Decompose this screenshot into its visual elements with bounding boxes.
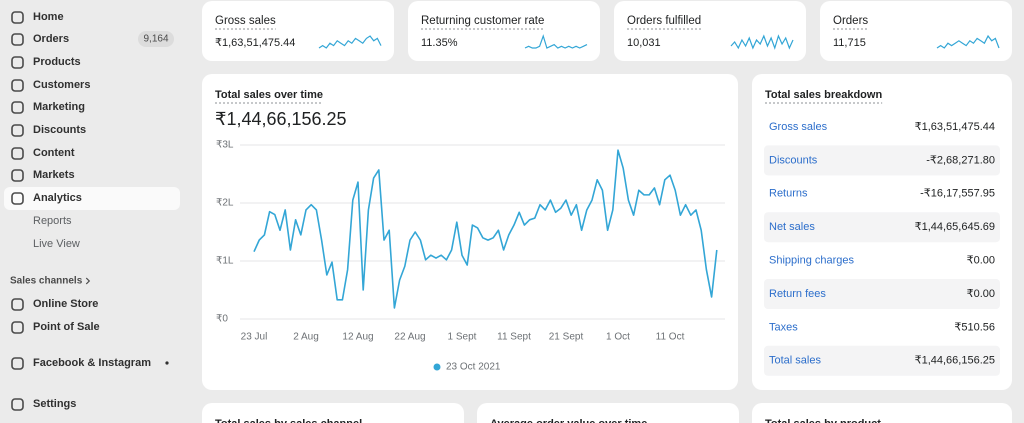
- x-tick-label: 11 Oct: [656, 332, 685, 343]
- sparkline: [524, 34, 588, 49]
- bottom-card-title: Total sales by product: [765, 418, 881, 423]
- x-tick-label: 12 Aug: [342, 332, 373, 343]
- nav-icon: [11, 56, 24, 69]
- kpi-value: 11.35%: [421, 37, 458, 49]
- row-label[interactable]: Net sales: [769, 221, 815, 233]
- sparkline: [318, 35, 382, 49]
- nav-icon: [11, 298, 24, 311]
- kpi-card[interactable]: [408, 1, 600, 61]
- nav-icon: [11, 33, 24, 46]
- nav-icon: [11, 169, 24, 182]
- kpi-card[interactable]: [820, 1, 1012, 61]
- nav-item[interactable]: Live View: [33, 238, 80, 250]
- sidebar: [0, 0, 188, 423]
- kpi-title: Orders: [833, 15, 868, 27]
- nav-item[interactable]: Settings: [33, 398, 76, 410]
- row-value: ₹510.56: [954, 321, 995, 333]
- row-label[interactable]: Shipping charges: [769, 255, 855, 267]
- chart-title: Total sales over time: [215, 89, 323, 101]
- row-bg: [764, 345, 1000, 376]
- legend-marker: [433, 363, 441, 371]
- nav-icon: [11, 357, 24, 370]
- kpi-value: 10,031: [627, 37, 661, 49]
- x-tick-label: 1 Sept: [448, 332, 477, 343]
- nav-item[interactable]: Reports: [33, 215, 72, 227]
- bottom-card: [752, 403, 1012, 423]
- kpi-card[interactable]: [614, 1, 806, 61]
- row-label[interactable]: Returns: [769, 188, 808, 200]
- nav-item[interactable]: Facebook & Instagram: [33, 357, 151, 369]
- row-value: -₹2,68,271.80: [926, 154, 995, 166]
- x-tick-label: 1 Oct: [606, 332, 630, 343]
- kpi-title: Orders fulfilled: [627, 15, 701, 27]
- row-value: ₹1,44,66,156.25: [915, 355, 995, 367]
- row-bg: [764, 279, 1000, 309]
- row-value: ₹0.00: [967, 288, 995, 300]
- nav-item[interactable]: Customers: [33, 79, 90, 91]
- nav-item[interactable]: Online Store: [33, 298, 98, 310]
- kpi-card[interactable]: [202, 1, 394, 61]
- nav-item[interactable]: Orders: [33, 33, 69, 45]
- breakdown-title: Total sales breakdown: [765, 89, 882, 101]
- bottom-card-title: Average order value over time: [490, 418, 647, 423]
- row-label[interactable]: Return fees: [769, 288, 826, 300]
- nav-icon: [11, 101, 24, 114]
- chart-total: ₹1,44,66,156.25: [215, 109, 347, 129]
- sparkline: [730, 34, 794, 50]
- nav-icon: [11, 321, 24, 334]
- row-value: ₹1,63,51,475.44: [915, 121, 995, 133]
- row-bg: [764, 145, 1000, 176]
- chevron: [85, 277, 91, 285]
- bottom-card-title: Total sales by sales channel: [215, 418, 362, 423]
- y-tick-label: ₹2L: [216, 198, 234, 209]
- nav-item[interactable]: Markets: [33, 169, 75, 181]
- nav-item[interactable]: Analytics: [33, 192, 82, 204]
- badge-bg: [138, 31, 174, 47]
- nav-icon: [11, 11, 24, 24]
- row-label[interactable]: Taxes: [769, 321, 798, 333]
- nav-icon: [11, 147, 24, 160]
- row-value: -₹16,17,557.95: [920, 188, 995, 200]
- nav-icon: [11, 124, 24, 137]
- bottom-card: [202, 403, 464, 423]
- nav-item[interactable]: Content: [33, 147, 75, 159]
- legend-label: 23 Oct 2021: [446, 362, 501, 373]
- x-tick-label: 21 Sept: [549, 332, 584, 343]
- bottom-card: [477, 403, 739, 423]
- nav-icon: [11, 398, 24, 411]
- row-value: ₹0.00: [967, 255, 995, 267]
- nav-item[interactable]: Products: [33, 56, 81, 68]
- kpi-title: Gross sales: [215, 15, 276, 27]
- badge: 9,164: [143, 34, 168, 45]
- kpi-title: Returning customer rate: [421, 15, 544, 27]
- nav-icon: [11, 79, 24, 92]
- kpi-value: 11,715: [833, 37, 866, 49]
- kpi-value: ₹1,63,51,475.44: [215, 37, 295, 49]
- row-label[interactable]: Total sales: [769, 355, 821, 367]
- sparkline: [936, 34, 1000, 49]
- chart-card: [202, 74, 738, 390]
- nav-item[interactable]: Marketing: [33, 101, 85, 113]
- y-tick-label: ₹3L: [216, 140, 234, 151]
- y-tick-label: ₹0: [216, 314, 228, 325]
- row-label[interactable]: Discounts: [769, 154, 818, 166]
- row-bg: [764, 212, 1000, 243]
- x-tick-label: 11 Sept: [497, 332, 531, 343]
- x-tick-label: 2 Aug: [293, 332, 319, 343]
- y-tick-label: ₹1L: [216, 256, 234, 267]
- nav-selected-bg: [4, 187, 180, 210]
- nav-item[interactable]: Home: [33, 11, 64, 23]
- nav-item[interactable]: Point of Sale: [33, 321, 100, 333]
- x-tick-label: 23 Jul: [241, 332, 268, 343]
- section-heading[interactable]: Sales channels: [10, 276, 83, 287]
- nav-icon: [11, 192, 24, 205]
- sales-line: [253, 149, 718, 309]
- x-tick-label: 22 Aug: [394, 332, 425, 343]
- row-value: ₹1,44,65,645.69: [915, 221, 995, 233]
- nav-item[interactable]: Discounts: [33, 124, 86, 136]
- status-dot: [165, 361, 169, 365]
- row-label[interactable]: Gross sales: [769, 121, 828, 133]
